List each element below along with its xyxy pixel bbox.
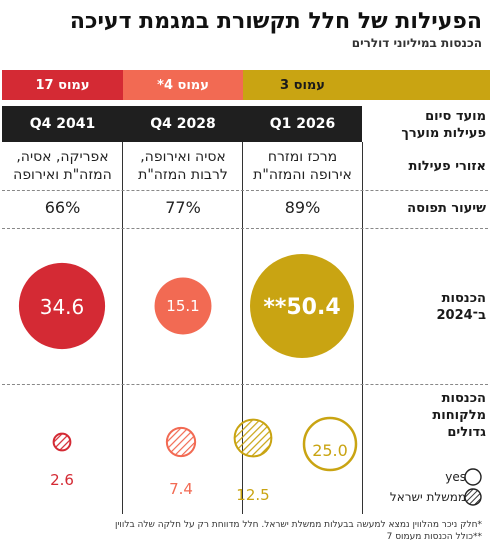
row-label-end-date: מועד סיום פעילות מוערך [401, 109, 486, 141]
chart-title: הפעילות של חלל תקשורת במגמת דעיכה [69, 9, 482, 34]
gov-bubble-amos17 [52, 432, 72, 452]
row-divider [2, 190, 488, 191]
legend-yes-swatch [464, 468, 482, 486]
row-label-revenue: הכנסות ב־2024 [436, 291, 486, 323]
legend-gov-swatch [464, 488, 482, 506]
row-divider [2, 384, 488, 385]
chart-subtitle: הכנסות במיליוני דולרים [351, 36, 482, 50]
revenue-label-amos4: 15.1 [166, 297, 199, 315]
row-label-big-clients: הכנסות מלקוחות גדולים [432, 391, 486, 440]
column-divider [122, 142, 123, 514]
rate-amos3: 89% [284, 198, 321, 217]
row-label-regions: אזורי פעילות [408, 159, 486, 174]
column-divider [242, 142, 243, 514]
header-label-cell [362, 70, 490, 100]
gov-bubble-amos3 [233, 418, 273, 458]
row-label-rate: שיעור תפוסה [407, 201, 486, 216]
regions-amos4: אסיה ואירופה, לרבות המזה"ת [138, 149, 228, 183]
revenue-label-amos3: **50.4 [263, 295, 340, 320]
gov-label-amos4: 7.4 [169, 480, 193, 498]
footnote-2: **כולל הכנסות מעמוס 7 [386, 532, 482, 542]
revenue-label-amos17: 34.6 [40, 295, 85, 319]
revenue-bubble-amos17 [18, 262, 106, 350]
regions-amos17: אפריקה, אסיה, המזה"ת ואירופה [13, 149, 112, 183]
revenue-bubble-amos3 [250, 254, 354, 358]
legend-yes-label: yes [445, 470, 466, 484]
gov-label-amos17: 2.6 [50, 471, 74, 489]
date-amos17: Q4 2041 [29, 116, 96, 132]
footnote-1: *חלק ניכר מהלווין נמצא למעשה בבעלות ממשל… [114, 520, 482, 530]
gov-label-amos3: 12.5 [236, 486, 269, 504]
date-amos4: Q4 2028 [150, 116, 216, 132]
rate-amos4: 77% [165, 198, 201, 217]
revenue-bubble-amos4 [154, 277, 212, 335]
column-header-amos17: עמוס 17 [2, 70, 123, 100]
date-row-bg [2, 106, 362, 142]
yes-label-amos3: 25.0 [312, 441, 348, 460]
date-amos3: Q1 2026 [269, 116, 336, 132]
column-header-amos3: עמוס 3 [243, 70, 362, 100]
regions-amos3: מרכז ומזרח אירופה והמזה"ת [253, 149, 352, 183]
column-divider [362, 142, 363, 514]
gov-bubble-amos4 [165, 426, 197, 458]
column-header-amos4: עמוס 4* [123, 70, 243, 100]
yes-bubble-amos3 [302, 416, 358, 472]
row-divider [2, 228, 488, 229]
legend-gov-label: ממשלת ישראל [389, 490, 466, 504]
rate-amos17: 66% [44, 198, 81, 217]
